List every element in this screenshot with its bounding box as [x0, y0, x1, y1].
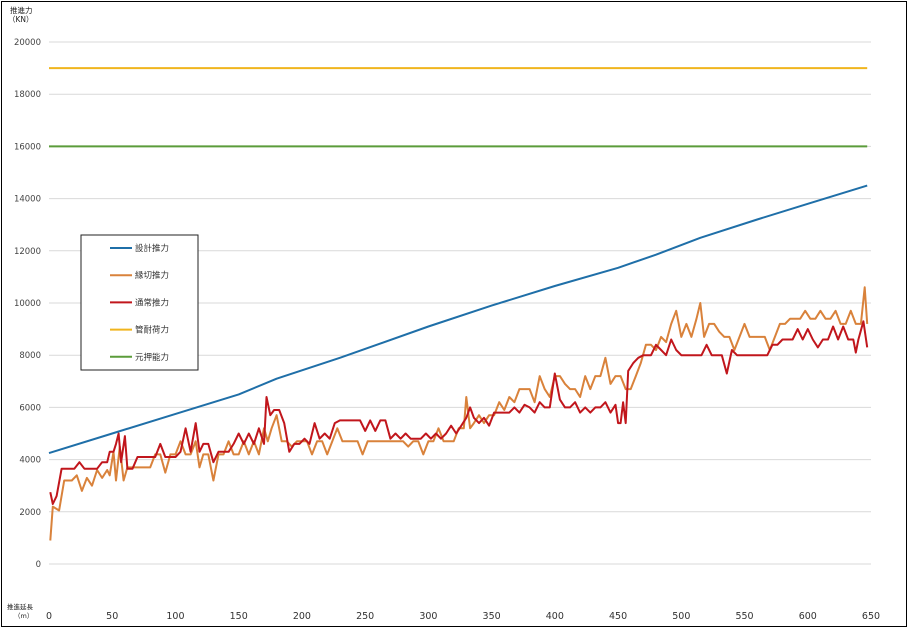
x-tick-label: 100: [166, 611, 184, 622]
x-tick-labels: 0 50 100 150 200 250 300 350 400 450 500 550 600 650: [46, 611, 880, 622]
x-tick-label: 200: [293, 611, 311, 622]
x-tick-label: 550: [735, 611, 753, 622]
x-tick-label: 0: [46, 611, 52, 622]
y-axis-unit: （KN）: [8, 15, 34, 24]
y-tick-label: 18000: [14, 90, 41, 100]
y-tick-label: 2000: [19, 508, 41, 518]
x-tick-label: 650: [862, 611, 880, 622]
y-tick-labels: 0 2000 4000 6000 8000 10000 12000 14000 16000 180…: [14, 38, 41, 570]
x-tick-label: 500: [672, 611, 690, 622]
legend-label: 設計推力: [135, 243, 169, 254]
y-tick-label: 4000: [19, 456, 41, 466]
x-axis-title: 推進延長: [7, 602, 34, 611]
legend-label: 通常推力: [135, 297, 169, 308]
y-tick-label: 6000: [19, 403, 41, 413]
x-tick-label: 50: [106, 611, 118, 622]
x-tick-label: 150: [230, 611, 248, 622]
series-line-0: [48, 184, 868, 455]
x-tick-label: 600: [799, 611, 817, 622]
legend-label: 元押能力: [135, 352, 169, 363]
series-lines: [48, 67, 869, 541]
x-axis-unit: （m）: [14, 612, 33, 620]
y-tick-label: 20000: [14, 38, 41, 48]
y-tick-label: 0: [36, 560, 41, 570]
x-tick-label: 450: [609, 611, 627, 622]
x-tick-label: 300: [419, 611, 437, 622]
x-tick-label: 250: [356, 611, 374, 622]
legend-label: 管耐荷力: [135, 325, 169, 336]
y-tick-label: 8000: [19, 351, 41, 361]
y-axis-title: 推進力: [10, 5, 33, 15]
x-tick-label: 400: [546, 611, 564, 622]
series-line-2: [49, 320, 869, 505]
legend-box: [80, 234, 199, 371]
x-tick-label: 350: [483, 611, 501, 622]
legend-label: 縁切推力: [135, 270, 169, 281]
y-tick-label: 10000: [14, 299, 41, 309]
y-tick-label: 12000: [14, 247, 41, 257]
y-tick-label: 16000: [14, 142, 41, 152]
y-tick-label: 14000: [14, 195, 41, 205]
